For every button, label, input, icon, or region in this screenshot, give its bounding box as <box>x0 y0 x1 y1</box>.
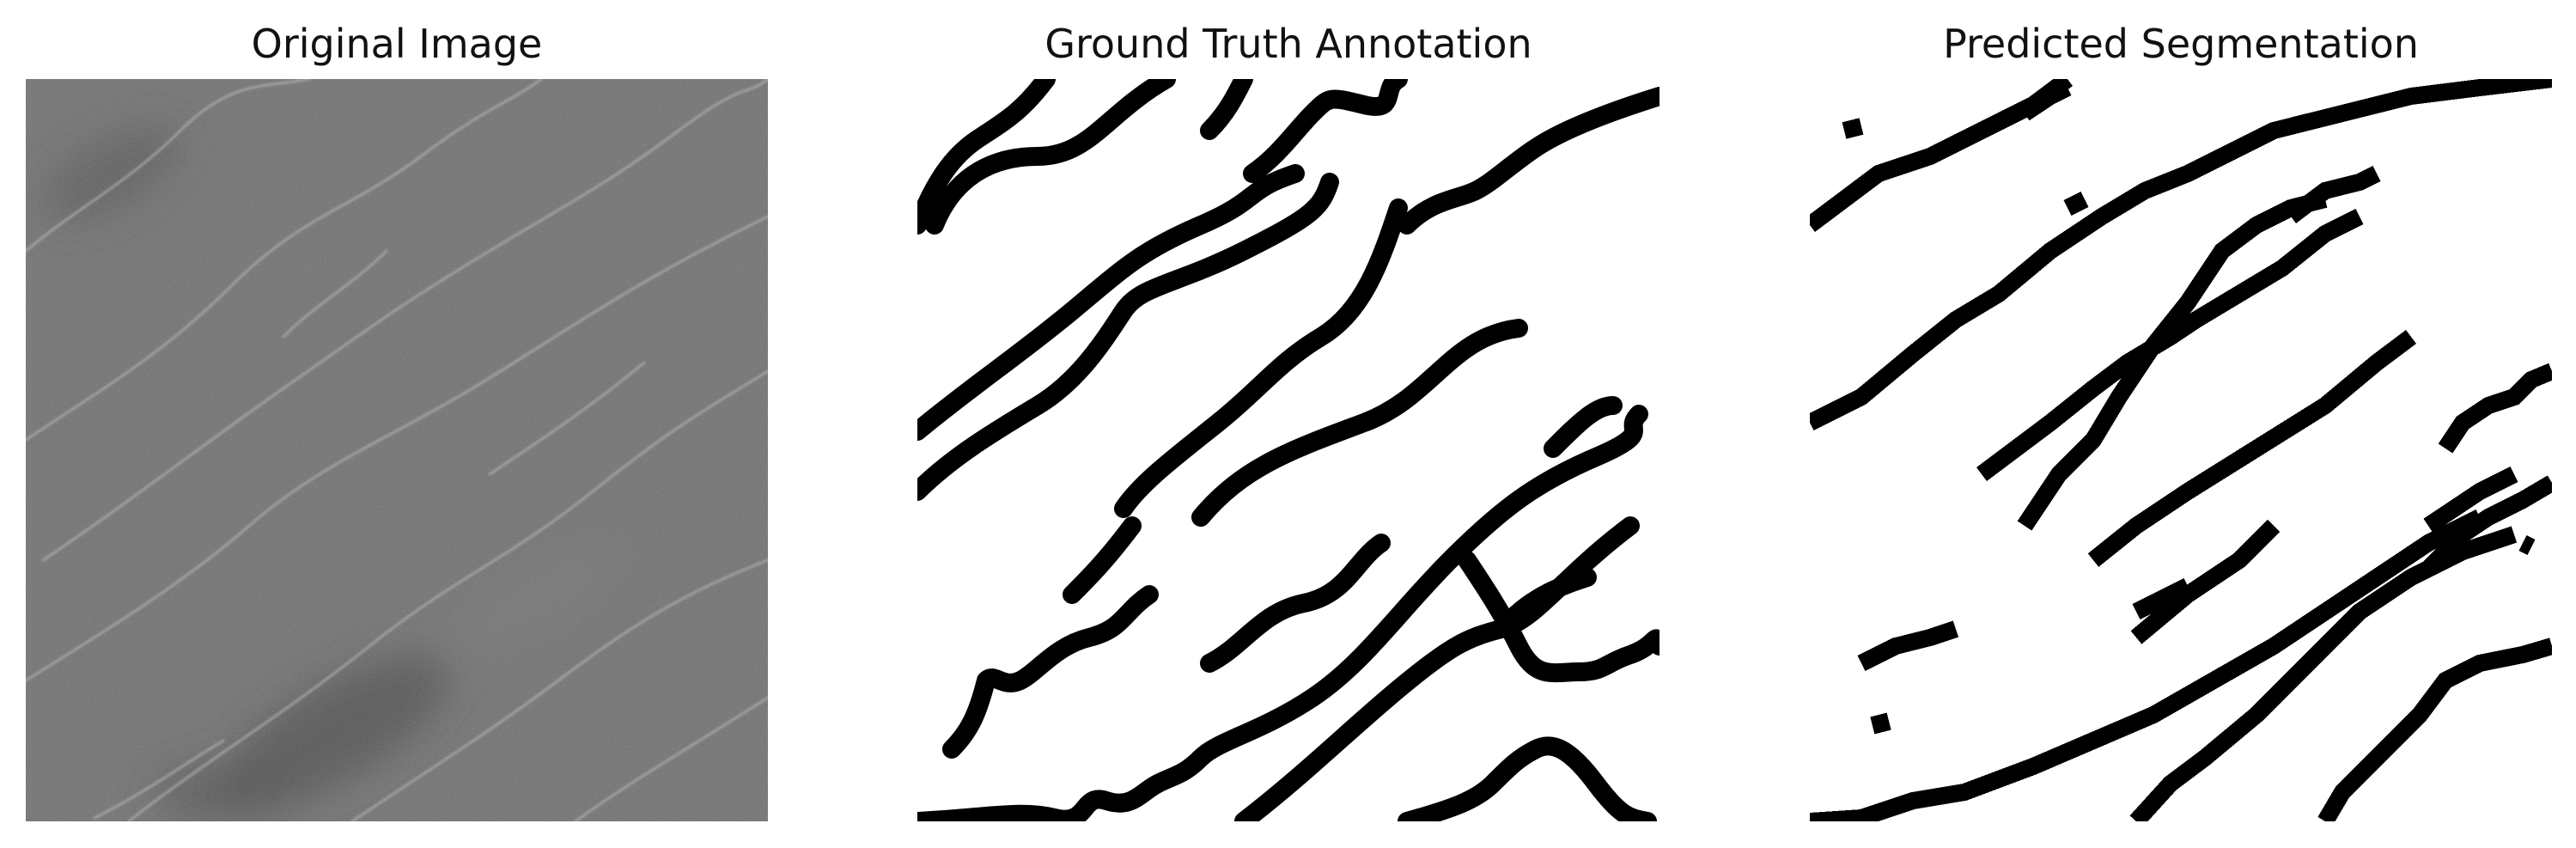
ground-truth-panel <box>917 79 1659 821</box>
original-image-panel <box>26 79 768 821</box>
predicted-segmentation-mask <box>1810 79 2552 821</box>
predicted-segmentation-title: Predicted Segmentation <box>1943 21 2419 67</box>
ground-truth-mask <box>917 79 1659 821</box>
original-image <box>26 79 768 821</box>
ground-truth-title: Ground Truth Annotation <box>1044 21 1532 67</box>
predicted-segmentation-panel <box>1810 79 2552 821</box>
original-image-title: Original Image <box>251 21 543 67</box>
